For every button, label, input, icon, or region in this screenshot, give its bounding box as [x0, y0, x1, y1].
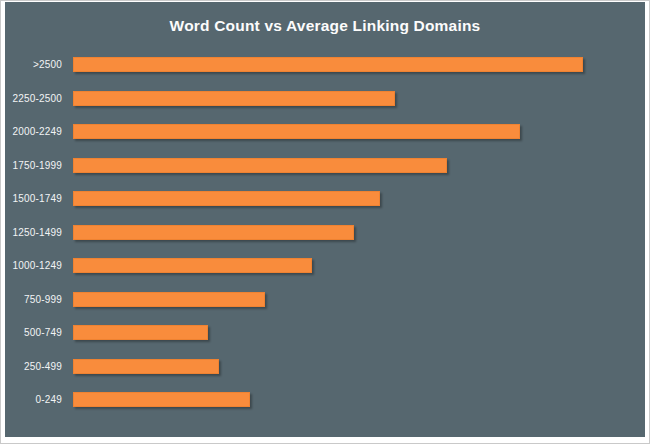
bars-area: >2500 2250-2500 2000-2249 1750-1999 1500… — [5, 48, 645, 417]
chart-row: 250-499 — [5, 350, 645, 384]
chart-frame: Word Count vs Average Linking Domains >2… — [0, 0, 650, 444]
bar-track — [73, 392, 645, 407]
bar-track — [73, 292, 645, 307]
chart-row: 0-249 — [5, 383, 645, 417]
category-label: 1000-1249 — [5, 260, 62, 271]
bar-track — [73, 158, 645, 173]
bar — [73, 292, 265, 307]
chart-row: 750-999 — [5, 283, 645, 317]
chart-row: 1500-1749 — [5, 182, 645, 216]
bar — [73, 57, 583, 72]
category-label: 2000-2249 — [5, 126, 62, 137]
chart-row: 1250-1499 — [5, 216, 645, 250]
bar — [73, 258, 312, 273]
bar — [73, 359, 219, 374]
category-label: 2250-2500 — [5, 93, 62, 104]
bar — [73, 392, 250, 407]
chart-row: 2250-2500 — [5, 82, 645, 116]
bar — [73, 225, 354, 240]
bar-track — [73, 91, 645, 106]
bar-track — [73, 359, 645, 374]
bar — [73, 91, 395, 106]
category-label: 1250-1499 — [5, 227, 62, 238]
bar-track — [73, 191, 645, 206]
category-label: 250-499 — [5, 361, 62, 372]
bar-track — [73, 225, 645, 240]
chart-row: 2000-2249 — [5, 115, 645, 149]
chart-title: Word Count vs Average Linking Domains — [5, 17, 645, 35]
category-label: 500-749 — [5, 327, 62, 338]
chart-row: >2500 — [5, 48, 645, 82]
bar — [73, 191, 380, 206]
chart-row: 500-749 — [5, 316, 645, 350]
category-label: 1750-1999 — [5, 160, 62, 171]
category-label: >2500 — [5, 59, 62, 70]
bar-track — [73, 258, 645, 273]
chart-panel: Word Count vs Average Linking Domains >2… — [5, 2, 645, 437]
bar — [73, 158, 447, 173]
bar-track — [73, 124, 645, 139]
bar — [73, 124, 520, 139]
category-label: 1500-1749 — [5, 193, 62, 204]
category-label: 750-999 — [5, 294, 62, 305]
bar-track — [73, 57, 645, 72]
chart-row: 1000-1249 — [5, 249, 645, 283]
bar-track — [73, 325, 645, 340]
category-label: 0-249 — [5, 394, 62, 405]
bar — [73, 325, 208, 340]
chart-row: 1750-1999 — [5, 149, 645, 183]
